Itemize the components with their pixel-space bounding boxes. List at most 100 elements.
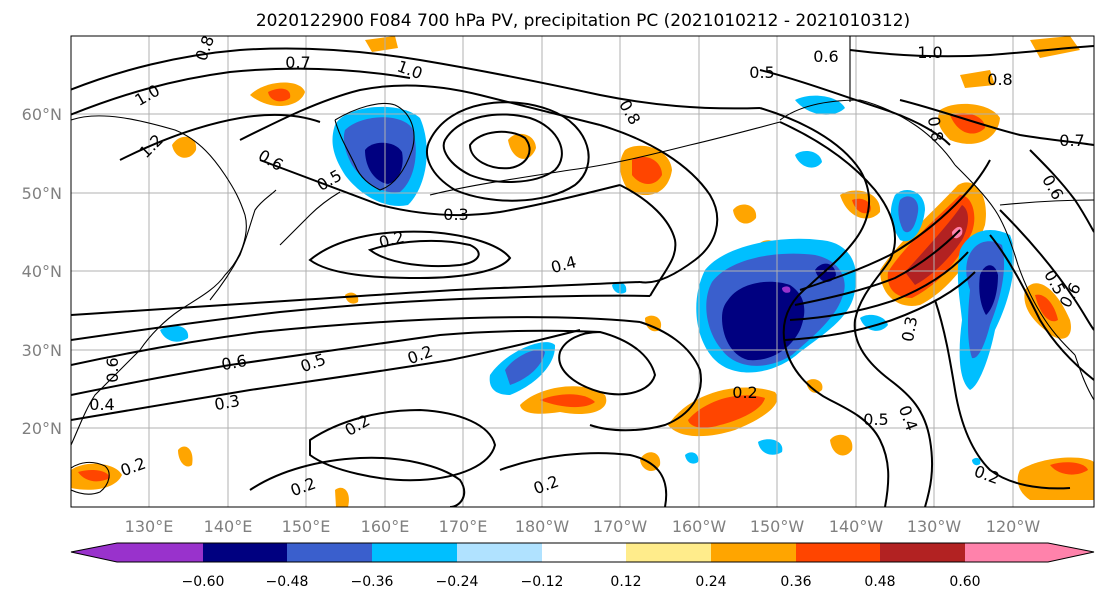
pv-contour	[599, 124, 719, 284]
precip-blob-orange	[733, 204, 757, 224]
colorbar-tick: 0.60	[949, 574, 980, 590]
colorbar-tick: −0.12	[521, 574, 564, 590]
precip-blob-lightblue	[795, 150, 822, 168]
precip-blob-lightblue	[685, 452, 699, 464]
colorbar-tick: −0.60	[182, 574, 225, 590]
contour-label: 0.8	[987, 70, 1012, 89]
precip-blob-orange	[178, 446, 193, 467]
lon-label: 120°W	[986, 517, 1041, 536]
precip-blob-red	[950, 113, 985, 134]
lon-label: 150°E	[282, 517, 331, 536]
colorbar-tick: −0.24	[436, 574, 479, 590]
precip-blob-orange	[1030, 36, 1080, 58]
pv-contour	[789, 251, 969, 321]
colorbar-tick: 0.36	[780, 574, 811, 590]
contour-label: 0.3	[213, 391, 241, 414]
precip-blob-lightblue	[160, 325, 189, 342]
pv-contours	[71, 45, 1094, 507]
precip-blob-lightblue	[795, 95, 845, 115]
pv-contour	[784, 271, 976, 341]
precip-blob-red	[78, 470, 110, 482]
pv-contour	[259, 159, 621, 217]
precip-blob-orange	[172, 136, 197, 158]
colorbar-segment	[457, 543, 542, 562]
lon-label: 130°W	[907, 517, 962, 536]
precip-blob-blue	[898, 196, 919, 233]
colorbar-tick: 0.24	[695, 574, 726, 590]
colorbar-segment	[711, 543, 796, 562]
precip-blob-orange	[960, 70, 995, 88]
precip-blob-red	[268, 88, 291, 102]
colorbar-segment	[880, 543, 965, 562]
coastline-kuril	[279, 191, 341, 246]
pv-contour	[71, 316, 641, 366]
lat-label: 20°N	[22, 419, 62, 438]
precip-blob-orange	[830, 434, 853, 456]
contour-label: 0.3	[443, 205, 468, 224]
pv-contour	[619, 184, 677, 297]
lat-label: 60°N	[22, 105, 62, 124]
pv-contour	[779, 121, 934, 507]
lat-label: 50°N	[22, 184, 62, 203]
colorbar-outline	[70, 542, 1095, 563]
contour-label: 0.7	[1059, 131, 1084, 150]
pv-contour	[119, 113, 321, 161]
coastlines	[71, 36, 1094, 495]
pv-contour	[934, 299, 1071, 490]
precip-blob-orange	[335, 487, 349, 507]
colorbar-segment	[542, 543, 626, 562]
pv-contour	[799, 159, 991, 291]
coastline-north-america	[954, 164, 1076, 356]
precip-blob-red	[1050, 462, 1088, 475]
pv-contour	[759, 107, 890, 507]
pv-contour	[794, 229, 961, 306]
precip-blob-navy	[979, 265, 998, 315]
pv-contour	[71, 329, 581, 421]
pv-contour	[309, 408, 497, 482]
precip-blob-orange	[645, 315, 662, 332]
colorbar-segment	[372, 543, 457, 562]
pv-contour	[308, 230, 512, 280]
pv-contour	[71, 47, 761, 110]
contour-label: 0.5	[863, 410, 888, 429]
precip-blob-red	[1035, 294, 1058, 322]
lon-label: 140°E	[204, 517, 253, 536]
pv-contour	[367, 239, 480, 268]
contour-label: 0.4	[89, 395, 114, 414]
colorbar-segment	[965, 543, 1094, 562]
pv-contour	[71, 281, 641, 316]
longitude-labels: 130°E 140°E 150°E 160°E 170°E 180°W 170°…	[125, 517, 1041, 536]
precip-blob-orange	[365, 36, 398, 52]
precip-blob-red	[688, 395, 765, 428]
pv-contour	[468, 130, 531, 170]
lon-label: 180°W	[515, 517, 570, 536]
pv-contour	[999, 209, 1094, 331]
lon-label: 130°E	[125, 517, 174, 536]
contour-label: 0.2	[732, 383, 757, 402]
colorbar-segment	[203, 543, 287, 562]
colorbar-segment	[626, 543, 711, 562]
gridlines	[71, 36, 1094, 507]
contour-label: 0.7	[285, 53, 310, 72]
precip-blob-red	[632, 156, 662, 185]
precip-blob-lightblue	[612, 282, 627, 294]
pv-contour	[849, 45, 1094, 58]
precip-blob-orange	[806, 379, 823, 393]
lon-label: 170°E	[439, 517, 488, 536]
border-canada-us	[999, 199, 1094, 206]
coastline-kamchatka	[334, 102, 415, 191]
contour-label: 0.5	[749, 63, 774, 82]
contour-label: 0.8	[924, 115, 947, 143]
precip-blob-lightblue	[758, 439, 783, 455]
pv-contour	[71, 67, 411, 116]
figure-title: 2020122900 F084 700 hPa PV, precipitatio…	[256, 11, 910, 31]
pv-contour	[759, 69, 951, 146]
map-panel: 0.7 0.8 1.0 1.0 1.2 0.6 0.5 0.3 0.2 0.4 …	[70, 35, 1095, 508]
contour-label: 1.0	[917, 43, 942, 62]
lat-label: 40°N	[22, 262, 62, 281]
contour-label: 0.6	[813, 47, 838, 66]
pv-contour	[71, 329, 601, 396]
coastline-alaska	[779, 99, 956, 166]
coastline-mexico	[1074, 354, 1094, 401]
